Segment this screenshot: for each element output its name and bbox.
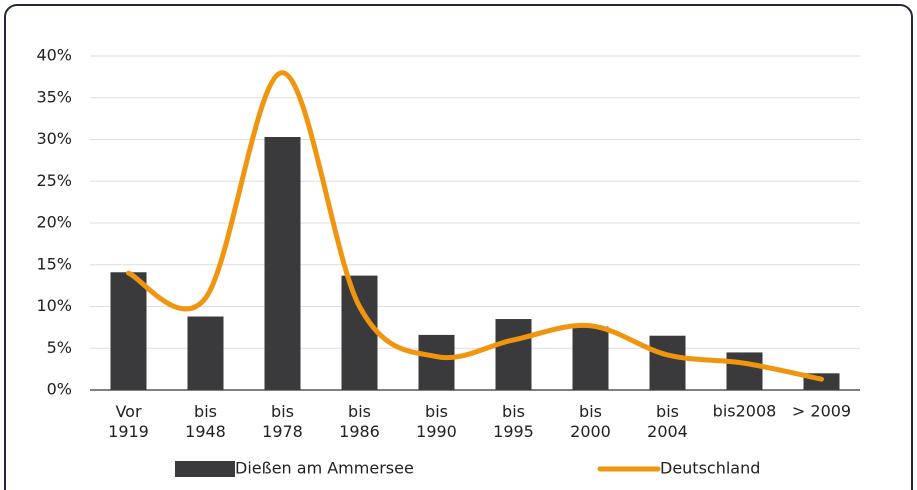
bar xyxy=(649,335,686,390)
y-tick-label: 0% xyxy=(47,380,72,399)
bar xyxy=(110,272,147,390)
bar xyxy=(495,319,532,390)
line xyxy=(126,70,824,382)
x-tick-label: bis 2000 xyxy=(570,402,611,441)
legend-label: Deutschland xyxy=(660,459,760,478)
x-tick-label: bis 1948 xyxy=(185,402,226,441)
x-tick-label: bis2008 xyxy=(713,402,777,421)
x-tick-label: bis 1990 xyxy=(416,402,457,441)
bar xyxy=(726,352,763,390)
y-tick-label: 10% xyxy=(36,296,72,315)
x-tick-label: Vor 1919 xyxy=(108,402,149,441)
y-tick-label: 40% xyxy=(36,46,72,65)
x-tick-label: > 2009 xyxy=(792,402,851,421)
y-tick-label: 20% xyxy=(36,213,72,232)
bar xyxy=(264,136,301,390)
y-tick-label: 25% xyxy=(36,171,72,190)
bar xyxy=(572,326,609,390)
x-tick-label: bis 1978 xyxy=(262,402,303,441)
y-tick-label: 30% xyxy=(36,129,72,148)
y-tick-label: 5% xyxy=(47,338,72,357)
bar xyxy=(341,275,378,390)
y-tick-label: 35% xyxy=(36,87,72,106)
x-tick-label: bis 1995 xyxy=(493,402,534,441)
legend-label: Dießen am Ammersee xyxy=(235,459,414,478)
x-tick-label: bis 2004 xyxy=(647,402,688,441)
x-tick-label: bis 1986 xyxy=(339,402,380,441)
bar xyxy=(187,316,224,390)
bar xyxy=(418,334,455,390)
y-tick-label: 15% xyxy=(36,254,72,273)
legend-swatch xyxy=(175,461,235,477)
frame xyxy=(4,4,913,490)
